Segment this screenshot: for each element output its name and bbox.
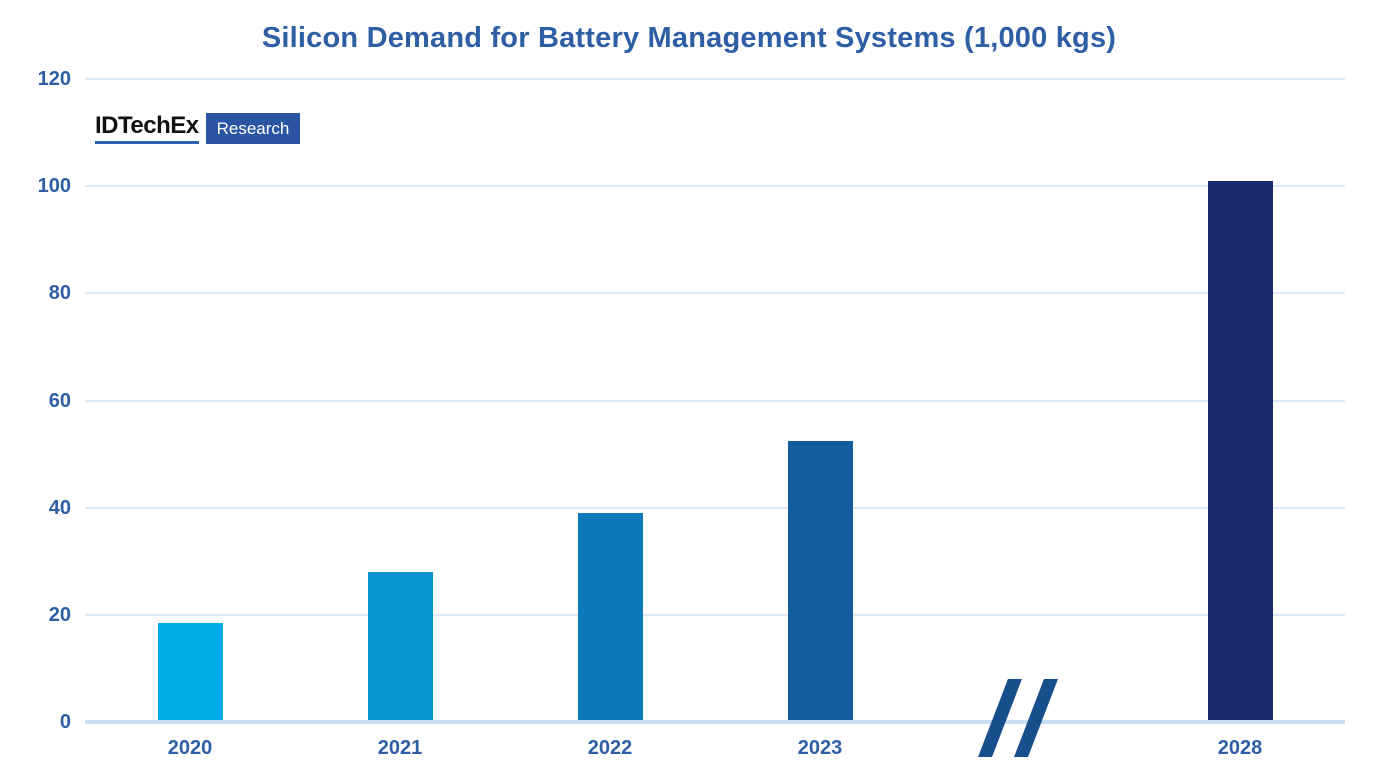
y-tick-label-20: 20 [48,603,71,626]
logo-badge-text: Research [205,113,301,144]
y-tick-label-40: 40 [48,496,71,519]
x-tick-label-2028: 2028 [1217,737,1263,759]
y-tick-label-120: 120 [37,68,71,90]
plot-area [85,78,1345,757]
gridline-0 [85,720,1345,724]
gridline-20 [85,613,1345,616]
idtechex-logo: IDTechEx Research [95,113,301,144]
gridline-60 [85,399,1345,402]
y-tick-label-0: 0 [59,711,71,733]
gridline-40 [85,506,1345,509]
bar-2028 [1207,180,1273,722]
x-tick-label-2021: 2021 [377,737,423,759]
logo-brand-text: IDTechEx [95,113,199,144]
y-tick-label-100: 100 [37,175,71,198]
x-tick-label-2020: 2020 [167,737,213,759]
chart-title: Silicon Demand for Battery Management Sy… [261,22,1117,54]
bar-2020 [157,622,223,722]
axis-break-slash [978,679,1022,757]
bar-2022 [577,513,643,722]
axis-break-mark [978,679,1058,757]
x-tick-label-2022: 2022 [587,737,633,759]
bar-2021 [367,571,433,722]
y-tick-label-60: 60 [48,389,71,412]
bar-2023 [787,440,853,722]
y-tick-label-80: 80 [48,282,71,305]
x-tick-label-2023: 2023 [797,737,843,759]
gridline-80 [85,292,1345,295]
gridline-120 [85,78,1345,80]
axis-break-slash [1014,679,1058,757]
gridline-100 [85,185,1345,188]
